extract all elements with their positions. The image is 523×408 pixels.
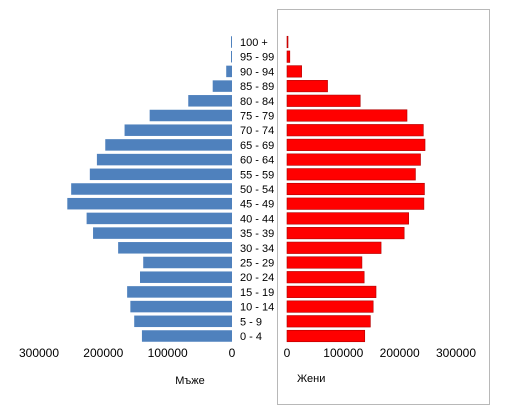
male-bar-15-19 (127, 286, 232, 298)
male-bar-35-39 (93, 227, 232, 239)
male-bar-60-64 (96, 153, 233, 166)
male-bar-100plus (231, 36, 232, 48)
age-group-label: 25 - 29 (240, 258, 274, 270)
left-axis-tick-label: 100000 (148, 346, 188, 360)
female-bar-85-89 (286, 80, 328, 93)
age-group-label: 65 - 69 (240, 140, 274, 152)
female-bar-55-59 (286, 168, 416, 181)
male-bar-10-14 (130, 300, 232, 313)
age-group-label: 90 - 94 (240, 66, 274, 78)
age-group-label: 55 - 59 (240, 169, 274, 181)
male-bar-75-79 (149, 109, 232, 122)
age-group-label: 5 - 9 (240, 316, 262, 328)
male-bar-40-44 (86, 212, 233, 225)
male-bar-85-89 (212, 80, 232, 92)
female-bar-70-74 (286, 124, 424, 137)
age-group-label: 15 - 19 (240, 287, 274, 299)
age-group-label: 85 - 89 (240, 81, 274, 93)
female-bar-50-54 (286, 182, 425, 196)
right-axis-tick-label: 200000 (380, 346, 420, 360)
age-group-label: 20 - 24 (240, 272, 274, 284)
female-bar-35-39 (286, 227, 405, 240)
male-bar-70-74 (124, 124, 232, 136)
age-group-label: 45 - 49 (240, 199, 274, 211)
male-bar-45-49 (67, 197, 232, 210)
age-group-label: 70 - 74 (240, 125, 274, 137)
female-bar-30-34 (286, 241, 382, 254)
age-group-label: 30 - 34 (240, 243, 274, 255)
female-bar-45-49 (286, 197, 425, 210)
left-axis-tick-label: 300000 (19, 346, 59, 360)
male-bar-90-94 (226, 65, 232, 78)
male-bar-50-54 (71, 183, 233, 195)
age-group-label: 40 - 44 (240, 213, 274, 225)
left-axis-tick-label: 0 (229, 346, 236, 360)
male-bar-0-4 (141, 330, 232, 342)
male-bar-25-29 (143, 256, 232, 269)
left-axis-title: Мъже (175, 375, 205, 387)
right-axis-tick-label: 0 (284, 346, 291, 360)
age-group-label: 0 - 4 (240, 331, 262, 343)
age-group-label: 35 - 39 (240, 228, 274, 240)
age-group-label: 10 - 14 (240, 302, 274, 314)
male-bar-95-99 (231, 50, 232, 63)
male-bar-80-84 (188, 95, 232, 107)
female-bar-95-99 (286, 50, 291, 63)
right-axis-title: Жени (297, 373, 325, 385)
female-bar-0-4 (286, 329, 366, 343)
right-axis-tick-label: 300000 (436, 346, 476, 360)
female-bar-90-94 (286, 65, 302, 78)
female-bar-15-19 (286, 285, 377, 298)
female-bar-100plus (286, 35, 289, 49)
female-bar-75-79 (286, 109, 408, 122)
female-bar-10-14 (286, 300, 374, 313)
age-group-label: 50 - 54 (240, 184, 274, 196)
male-bar-30-34 (118, 242, 232, 254)
male-bar-20-24 (140, 271, 232, 283)
age-group-label: 75 - 79 (240, 111, 274, 123)
female-bar-20-24 (286, 271, 365, 284)
female-bar-5-9 (286, 315, 371, 328)
right-axis-tick-label: 100000 (323, 346, 363, 360)
female-bar-25-29 (286, 256, 363, 269)
male-bar-5-9 (134, 315, 232, 328)
female-bar-80-84 (286, 94, 361, 107)
female-bar-60-64 (286, 153, 421, 166)
female-bar-40-44 (286, 212, 409, 225)
age-group-label: 95 - 99 (240, 52, 274, 64)
age-group-label: 100 + (240, 37, 268, 49)
female-bar-65-69 (286, 138, 426, 151)
left-axis-tick-label: 200000 (83, 346, 123, 360)
male-bar-55-59 (89, 168, 232, 181)
age-group-label: 80 - 84 (240, 96, 274, 108)
male-bar-65-69 (105, 139, 232, 151)
age-group-label: 60 - 64 (240, 155, 274, 167)
plot-frame (277, 9, 490, 405)
